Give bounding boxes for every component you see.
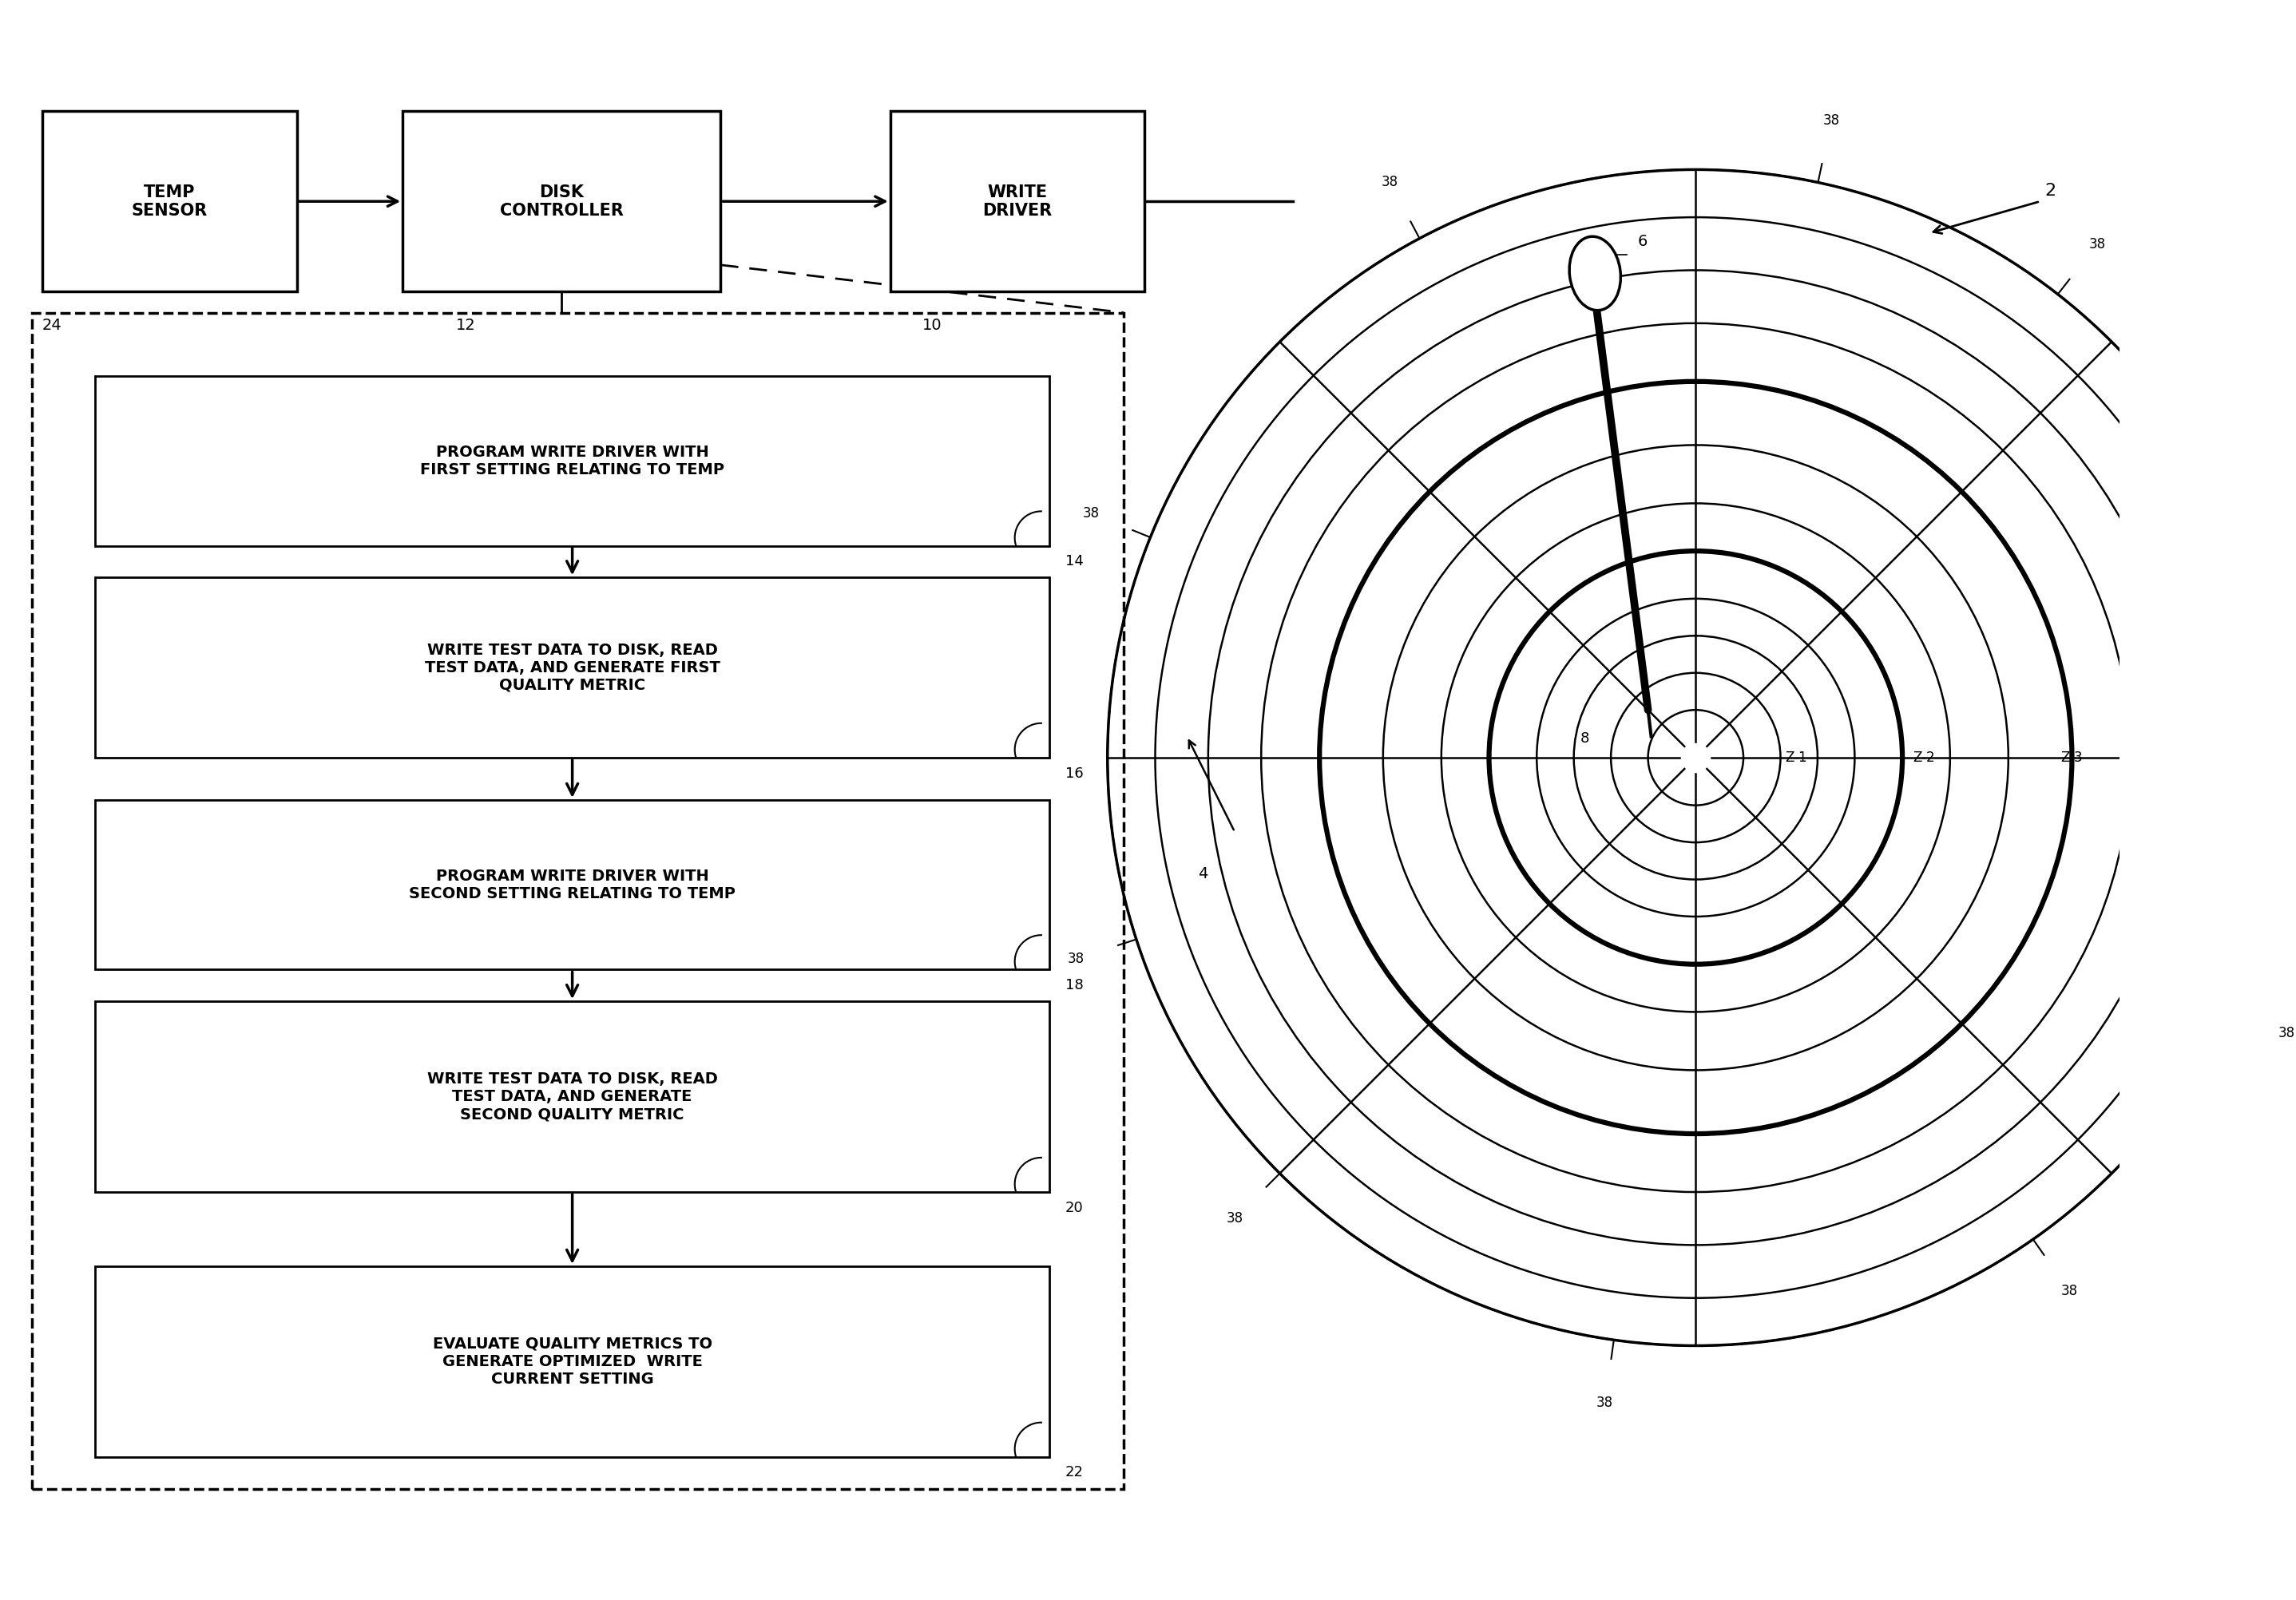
Text: 8: 8 (1580, 731, 1589, 746)
Text: 12: 12 (455, 318, 475, 333)
FancyBboxPatch shape (96, 578, 1049, 758)
FancyBboxPatch shape (891, 112, 1146, 291)
Text: EVALUATE QUALITY METRICS TO
GENERATE OPTIMIZED  WRITE
CURRENT SETTING: EVALUATE QUALITY METRICS TO GENERATE OPT… (432, 1336, 712, 1387)
Text: PROGRAM WRITE DRIVER WITH
FIRST SETTING RELATING TO TEMP: PROGRAM WRITE DRIVER WITH FIRST SETTING … (420, 445, 726, 477)
Text: 38: 38 (1596, 1395, 1614, 1410)
Text: PROGRAM WRITE DRIVER WITH
SECOND SETTING RELATING TO TEMP: PROGRAM WRITE DRIVER WITH SECOND SETTING… (409, 869, 735, 901)
Text: 6: 6 (1637, 234, 1646, 250)
Text: 14: 14 (1065, 554, 1084, 568)
Text: 20: 20 (1065, 1200, 1084, 1214)
FancyBboxPatch shape (96, 800, 1049, 970)
Text: DISK
CONTROLLER: DISK CONTROLLER (501, 184, 625, 219)
Text: 2: 2 (2046, 182, 2057, 198)
Text: 38: 38 (1382, 174, 1398, 189)
Text: Z-3: Z-3 (2062, 750, 2082, 765)
Text: Z-2: Z-2 (1913, 750, 1936, 765)
FancyBboxPatch shape (96, 1266, 1049, 1458)
Ellipse shape (1570, 237, 1621, 310)
Text: 22: 22 (1065, 1466, 1084, 1480)
Text: WRITE
DRIVER: WRITE DRIVER (983, 184, 1052, 219)
Text: 10: 10 (923, 318, 941, 333)
Text: 24: 24 (41, 318, 62, 333)
Text: 38: 38 (2089, 237, 2105, 251)
Text: 18: 18 (1065, 978, 1084, 992)
Text: TEMP
SENSOR: TEMP SENSOR (131, 184, 207, 219)
Text: 38: 38 (1068, 952, 1084, 966)
FancyBboxPatch shape (96, 376, 1049, 546)
Text: WRITE TEST DATA TO DISK, READ
TEST DATA, AND GENERATE
SECOND QUALITY METRIC: WRITE TEST DATA TO DISK, READ TEST DATA,… (427, 1072, 719, 1122)
FancyBboxPatch shape (96, 1002, 1049, 1192)
Text: 38: 38 (2278, 1026, 2294, 1040)
Text: Z-1: Z-1 (1786, 750, 1807, 765)
Text: 4: 4 (1199, 867, 1208, 882)
Text: 16: 16 (1065, 766, 1084, 781)
Text: 38: 38 (1226, 1211, 1242, 1226)
Text: WRITE TEST DATA TO DISK, READ
TEST DATA, AND GENERATE FIRST
QUALITY METRIC: WRITE TEST DATA TO DISK, READ TEST DATA,… (425, 643, 721, 693)
Text: 38: 38 (1823, 114, 1839, 128)
FancyBboxPatch shape (41, 112, 296, 291)
FancyBboxPatch shape (402, 112, 721, 291)
Text: 38: 38 (1084, 506, 1100, 520)
Text: 38: 38 (2062, 1285, 2078, 1299)
